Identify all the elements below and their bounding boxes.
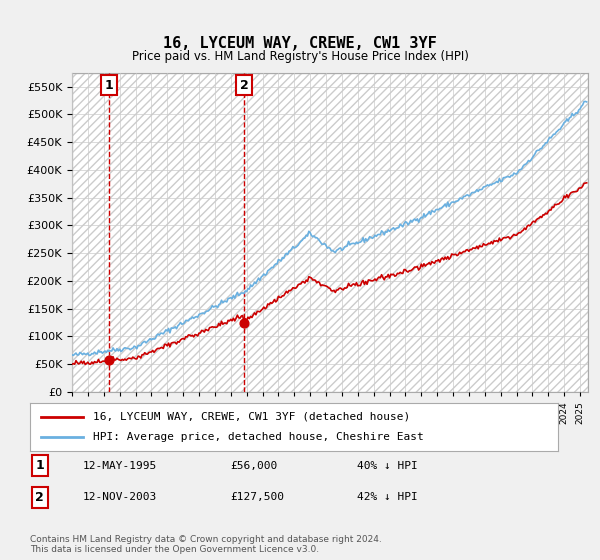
Text: 2: 2: [35, 491, 44, 504]
Text: 42% ↓ HPI: 42% ↓ HPI: [358, 492, 418, 502]
Text: 12-NOV-2003: 12-NOV-2003: [83, 492, 157, 502]
Point: [239, 318, 249, 327]
Text: £127,500: £127,500: [230, 492, 284, 502]
Text: 1: 1: [35, 459, 44, 472]
Text: 1: 1: [104, 78, 113, 91]
Text: Price paid vs. HM Land Registry's House Price Index (HPI): Price paid vs. HM Land Registry's House …: [131, 50, 469, 63]
Text: £56,000: £56,000: [230, 461, 278, 471]
Text: Contains HM Land Registry data © Crown copyright and database right 2024.
This d: Contains HM Land Registry data © Crown c…: [30, 535, 382, 554]
Point: [104, 356, 114, 365]
Text: 40% ↓ HPI: 40% ↓ HPI: [358, 461, 418, 471]
Text: 16, LYCEUM WAY, CREWE, CW1 3YF (detached house): 16, LYCEUM WAY, CREWE, CW1 3YF (detached…: [94, 412, 410, 422]
Text: HPI: Average price, detached house, Cheshire East: HPI: Average price, detached house, Ches…: [94, 432, 424, 442]
Text: 16, LYCEUM WAY, CREWE, CW1 3YF: 16, LYCEUM WAY, CREWE, CW1 3YF: [163, 36, 437, 52]
Text: 2: 2: [239, 78, 248, 91]
Text: 12-MAY-1995: 12-MAY-1995: [83, 461, 157, 471]
